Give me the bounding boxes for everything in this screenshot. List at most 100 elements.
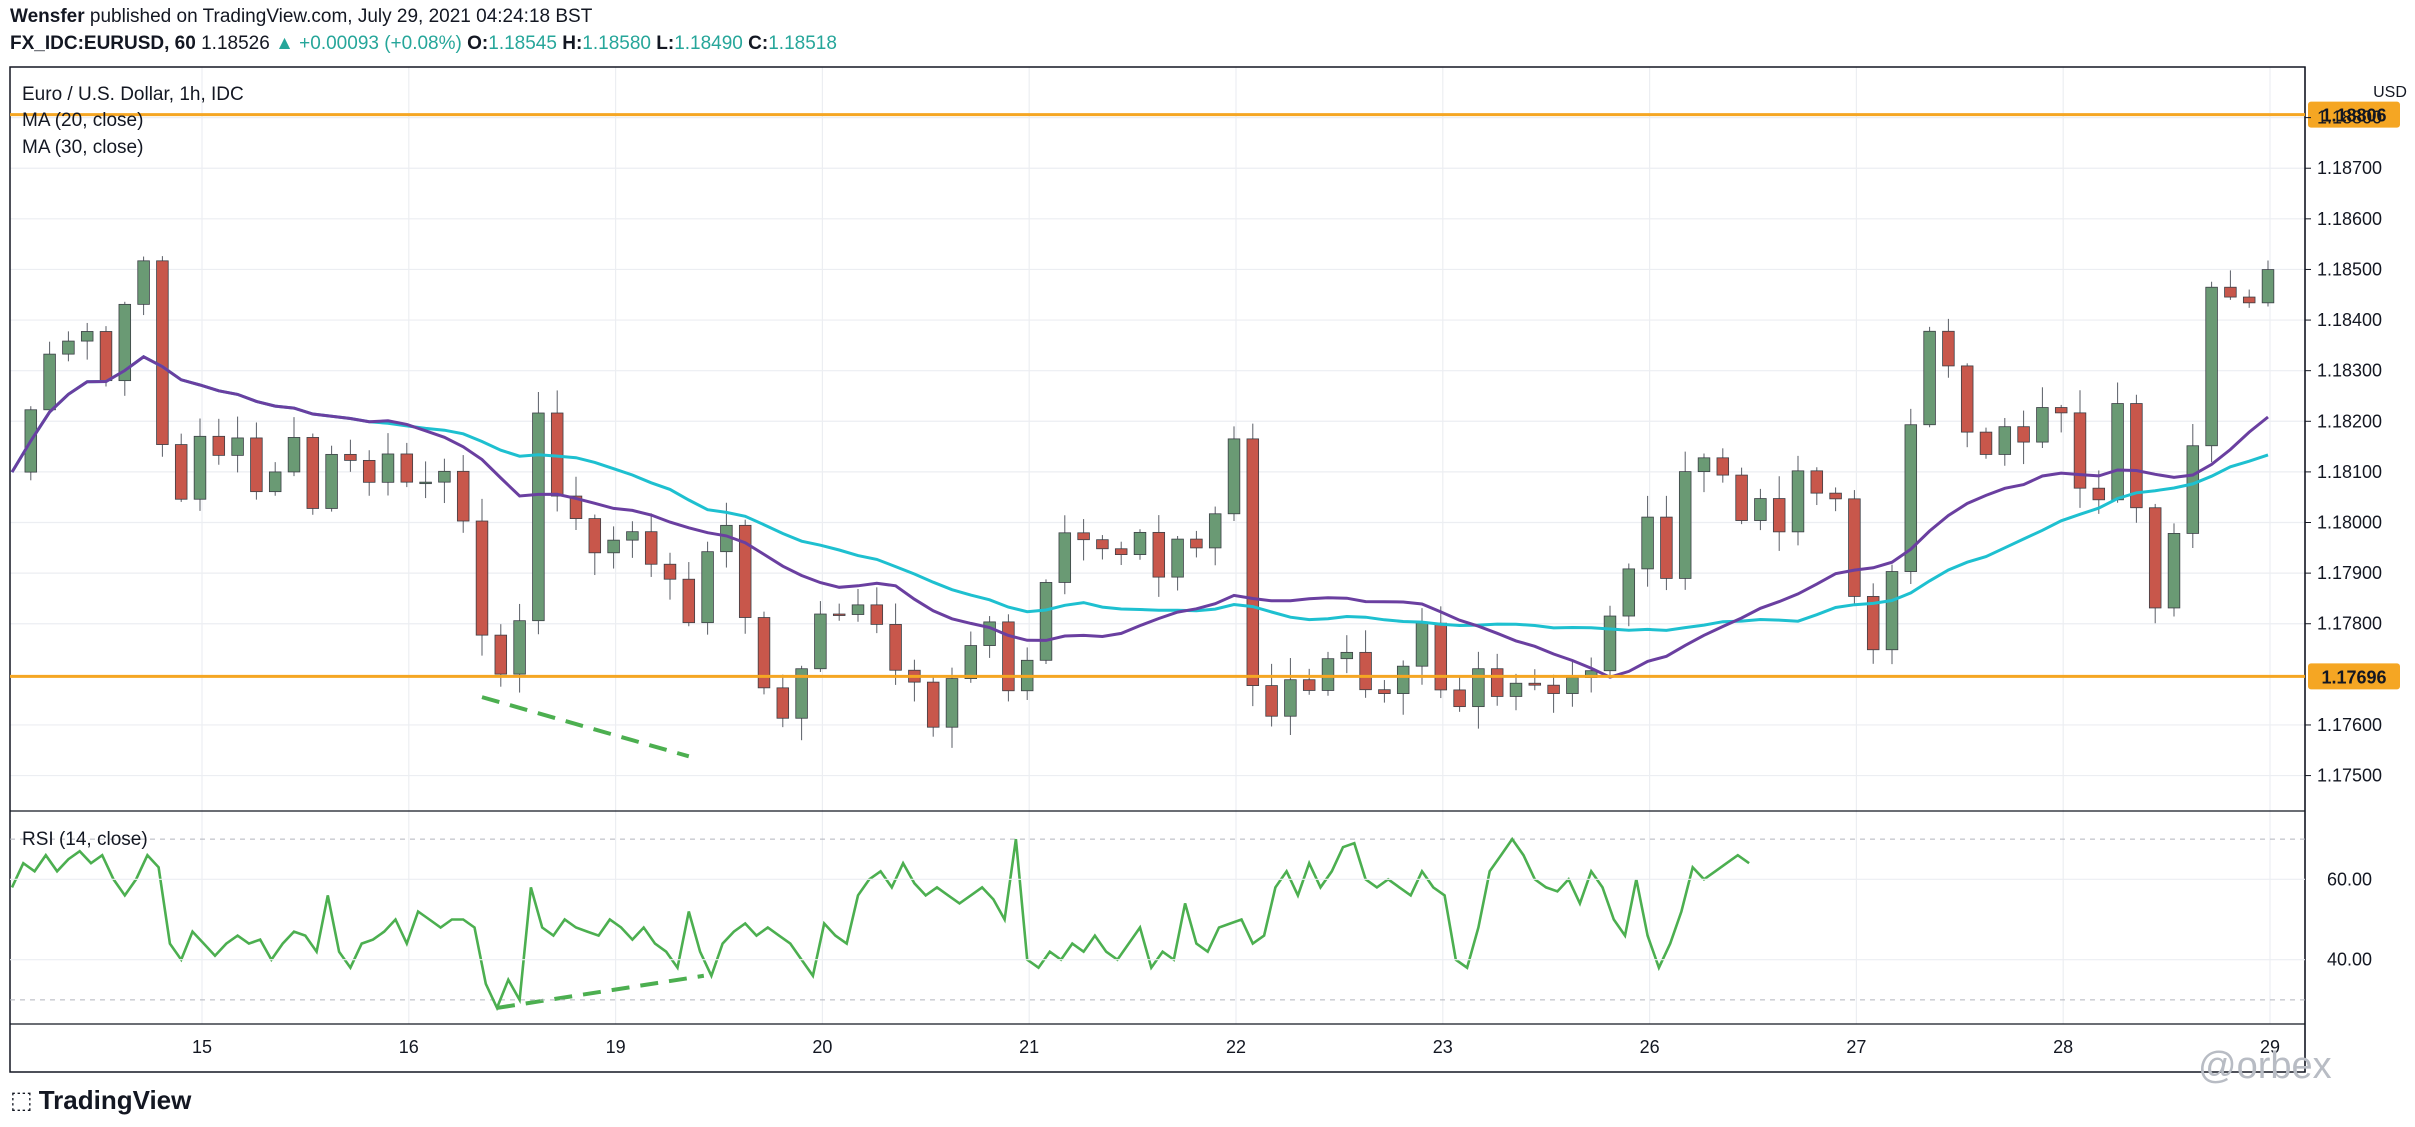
candle-down bbox=[644, 531, 658, 565]
time-tick-label: 26 bbox=[1640, 1037, 1660, 1057]
tradingview-mark-icon: ⬚ bbox=[10, 1087, 33, 1114]
time-tick-label: 23 bbox=[1433, 1037, 1453, 1057]
rsi-axis: 60.00 40.00 bbox=[10, 869, 2372, 970]
time-axis[interactable]: 15 16 19 20 21 22 23 26 27 28 29 bbox=[192, 1037, 2280, 1057]
candle-down bbox=[1716, 457, 1730, 476]
candle-down bbox=[1002, 621, 1015, 692]
symbol-label: FX_IDC:EURUSD, 60 bbox=[10, 33, 196, 54]
candle-down bbox=[738, 524, 752, 618]
up-triangle-icon: ▲ bbox=[275, 33, 294, 54]
candle-up bbox=[1321, 658, 1335, 691]
ma20-line bbox=[10, 355, 2269, 679]
price-tick-label: 1.18800 bbox=[2317, 108, 2382, 128]
time-tick-label: 20 bbox=[812, 1037, 832, 1057]
rsi-divergence-line[interactable] bbox=[496, 973, 705, 1010]
candle-up bbox=[1340, 651, 1354, 660]
candle-up bbox=[1039, 582, 1053, 661]
candle-up bbox=[438, 470, 451, 483]
candle-down bbox=[212, 435, 226, 456]
candlestick-series bbox=[24, 256, 2275, 748]
candle-down bbox=[926, 681, 940, 728]
candle-up bbox=[2186, 445, 2200, 534]
price-tick-label: 1.17600 bbox=[2317, 715, 2382, 735]
candle-up bbox=[2261, 269, 2275, 304]
candle-down bbox=[870, 604, 884, 625]
candle-down bbox=[400, 453, 414, 483]
candle-up bbox=[1509, 682, 1523, 697]
candle-down bbox=[174, 444, 188, 500]
candle-up bbox=[268, 471, 282, 493]
low-value: 1.18490 bbox=[674, 33, 743, 54]
candle-down bbox=[1547, 684, 1560, 694]
level-price-label: 1.18806 bbox=[2321, 106, 2386, 126]
candle-up bbox=[1171, 538, 1184, 578]
candle-down bbox=[456, 470, 470, 522]
brand-name: TradingView bbox=[38, 1085, 192, 1115]
candle-down bbox=[362, 459, 376, 483]
published-text: published on TradingView.com, July 29, 2… bbox=[89, 6, 593, 27]
candle-down bbox=[569, 495, 583, 519]
level-price-tag bbox=[2308, 101, 2400, 128]
candle-up bbox=[1208, 513, 1222, 549]
last-price: 1.18526 bbox=[201, 33, 270, 54]
price-tick-label: 1.18600 bbox=[2317, 209, 2382, 229]
candle-up bbox=[1415, 622, 1429, 667]
candle-up bbox=[1133, 531, 1147, 555]
candle-up bbox=[1697, 457, 1711, 473]
time-tick-label: 19 bbox=[606, 1037, 626, 1057]
candle-up bbox=[2167, 533, 2181, 609]
candle-up bbox=[43, 353, 56, 411]
candle-down bbox=[1960, 365, 1974, 433]
candle-up bbox=[1754, 498, 1767, 521]
candle-down bbox=[1490, 668, 1504, 697]
candle-up bbox=[1641, 516, 1654, 570]
price-change: +0.00093 (+0.08%) bbox=[299, 33, 462, 54]
candle-up bbox=[1472, 668, 1485, 708]
candle-up bbox=[1791, 470, 1805, 533]
candle-down bbox=[344, 453, 357, 461]
candle-up bbox=[1058, 532, 1072, 583]
rsi-legend[interactable]: RSI (14, close) bbox=[22, 829, 148, 850]
candle-up bbox=[795, 668, 808, 719]
candle-down bbox=[1810, 470, 1824, 494]
candle-down bbox=[1246, 438, 1260, 686]
rsi-line bbox=[10, 836, 1750, 1012]
candle-up bbox=[851, 604, 865, 615]
candle-down bbox=[156, 260, 169, 445]
ma20-legend[interactable]: MA (20, close) bbox=[22, 110, 143, 131]
candle-down bbox=[1942, 330, 1955, 367]
candle-down bbox=[2224, 286, 2237, 298]
candle-up bbox=[626, 531, 639, 541]
candle-up bbox=[1396, 665, 1410, 694]
rsi-tick-label: 60.00 bbox=[2327, 869, 2372, 889]
candle-down bbox=[1528, 682, 1542, 686]
candle-up bbox=[983, 621, 996, 646]
candle-down bbox=[2242, 296, 2256, 304]
candle-up bbox=[1998, 426, 2012, 455]
divergence-lines[interactable] bbox=[481, 695, 705, 1010]
time-tick-label: 15 bbox=[192, 1037, 212, 1057]
candle-up bbox=[964, 645, 978, 679]
horizontal-levels[interactable]: 1.18806 1.17696 bbox=[10, 101, 2400, 690]
price-tick-label: 1.18100 bbox=[2317, 462, 2382, 482]
candle-up bbox=[1678, 471, 1692, 579]
candle-up bbox=[62, 340, 75, 355]
candle-down bbox=[250, 437, 263, 493]
candle-up bbox=[1227, 438, 1241, 515]
close-value: 1.18518 bbox=[768, 33, 837, 54]
open-value: 1.18545 bbox=[488, 33, 557, 54]
candle-down bbox=[2092, 487, 2106, 501]
candle-up bbox=[814, 613, 827, 670]
candle-down bbox=[2054, 407, 2068, 414]
close-label: C: bbox=[748, 33, 769, 54]
candle-down bbox=[1152, 531, 1166, 578]
ma30-legend[interactable]: MA (30, close) bbox=[22, 137, 143, 158]
tradingview-logo[interactable]: ⬚ TradingView bbox=[10, 1085, 191, 1116]
candle-up bbox=[1622, 568, 1636, 617]
price-divergence-line[interactable] bbox=[481, 695, 690, 759]
price-axis[interactable]: 1.18800 1.18700 1.18600 1.18500 1.18400 1.183… bbox=[2305, 108, 2382, 786]
candle-down bbox=[1096, 539, 1109, 550]
grid-lines bbox=[10, 67, 2305, 1024]
high-value: 1.18580 bbox=[582, 33, 651, 54]
